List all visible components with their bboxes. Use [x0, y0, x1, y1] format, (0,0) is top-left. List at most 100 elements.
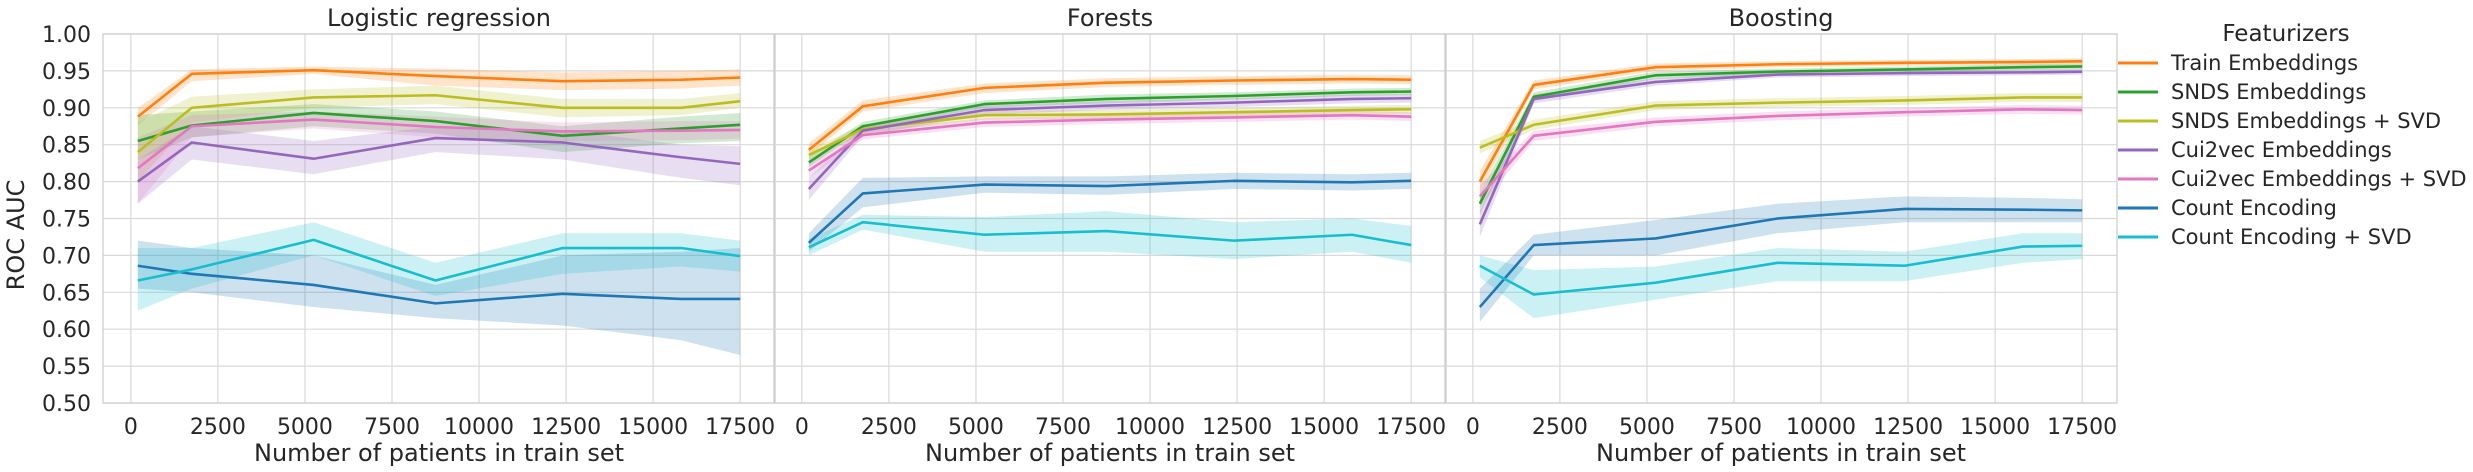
- y-tick-label: 0.55: [42, 355, 91, 380]
- x-axis-label: Number of patients in train set: [1596, 439, 1966, 467]
- x-tick-label: 10000: [1115, 415, 1185, 440]
- band-6: [137, 222, 741, 311]
- x-tick-label: 12500: [1202, 415, 1272, 440]
- series-line-5: [1478, 207, 2083, 308]
- panels: Logistic regression 0 2500 5000 7500 10000 125…: [42, 4, 2118, 467]
- band-2: [1479, 93, 2083, 154]
- panel-1: Forests 0 2500 5000 7500 10000 12500 15000 17500…: [773, 4, 1447, 467]
- y-tick-label: 0.90: [42, 97, 91, 122]
- y-tick-label: 0.85: [42, 134, 91, 159]
- series-line-0: [137, 68, 741, 118]
- y-tick-label: 0.60: [42, 318, 91, 343]
- y-tick-label: 0.70: [42, 244, 91, 269]
- series-line-1: [808, 90, 1412, 164]
- x-tick-label: 17500: [2047, 415, 2117, 440]
- x-tick-label: 0: [1466, 415, 1480, 440]
- x-tick-label: 15000: [618, 415, 688, 440]
- series-line-6: [808, 220, 1412, 249]
- series-line-5: [137, 264, 741, 305]
- series-line-2: [1479, 96, 2083, 149]
- series-line-2: [808, 107, 1412, 157]
- band-5: [137, 240, 741, 356]
- y-tick-label: 0.95: [42, 60, 91, 85]
- legend-entry-2: SNDS Embeddings + SVD: [2118, 109, 2441, 133]
- series-line-0: [1478, 60, 2083, 183]
- series-line-3: [807, 96, 1412, 190]
- x-tick-label: 10000: [444, 415, 514, 440]
- band-2: [137, 85, 741, 182]
- x-tick-label: 5000: [948, 415, 1004, 440]
- x-tick-label: 17500: [705, 415, 775, 440]
- series-line-2: [136, 93, 741, 154]
- y-axis-label: ROC AUC: [2, 180, 30, 291]
- y-tick-label: 0.75: [42, 208, 91, 233]
- series-line-4: [1478, 107, 2083, 198]
- y-tick-label: 0.50: [42, 392, 91, 417]
- x-tick-label: 2500: [861, 415, 917, 440]
- legend-entries: Train Embeddings SNDS Embeddings SNDS Embe…: [2118, 51, 2467, 249]
- x-tick-label: 7500: [1035, 415, 1091, 440]
- y-tick-label: 1.00: [42, 23, 91, 48]
- legend-label: Cui2vec Embeddings: [2171, 138, 2392, 162]
- band-5: [808, 172, 1412, 252]
- band-1: [1479, 63, 2083, 215]
- x-tick-label: 2500: [190, 415, 246, 440]
- confidence-bands: [808, 74, 1412, 263]
- legend-label: Train Embeddings: [2170, 51, 2358, 75]
- band-4: [808, 110, 1412, 178]
- x-tick-label: 2500: [1532, 415, 1588, 440]
- panel-0: Logistic regression 0 2500 5000 7500 10000 125…: [42, 4, 776, 467]
- x-tick-label: 15000: [1289, 415, 1359, 440]
- series-lines: [807, 77, 1412, 249]
- panel-title: Forests: [1067, 4, 1153, 32]
- legend-entry-5: Count Encoding: [2118, 196, 2337, 220]
- x-axis-label: Number of patients in train set: [925, 439, 1295, 467]
- legend: Featurizers Train Embeddings SNDS Embeddi…: [2118, 21, 2467, 249]
- y-tick-label: 0.65: [42, 281, 91, 306]
- panel-title: Logistic regression: [327, 4, 551, 32]
- x-tick-label: 0: [124, 415, 138, 440]
- legend-entry-0: Train Embeddings: [2118, 51, 2358, 75]
- legend-label: SNDS Embeddings + SVD: [2171, 109, 2441, 133]
- band-6: [1479, 233, 2083, 319]
- legend-label: SNDS Embeddings: [2171, 80, 2366, 104]
- x-axis-label: Number of patients in train set: [254, 439, 624, 467]
- series-lines: [136, 68, 741, 305]
- band-5: [1479, 196, 2083, 322]
- legend-entry-1: SNDS Embeddings: [2118, 80, 2366, 104]
- series-line-6: [137, 238, 741, 282]
- band-6: [808, 211, 1412, 263]
- axes-frame: [1444, 33, 2118, 404]
- panel-title: Boosting: [1729, 4, 1834, 32]
- x-tick-label: 12500: [1873, 415, 1943, 440]
- x-tick-label: 15000: [1960, 415, 2030, 440]
- x-tick-label: 0: [795, 415, 809, 440]
- series-line-1: [1478, 65, 2083, 205]
- series-line-3: [1478, 70, 2083, 225]
- series-lines: [1478, 60, 2083, 308]
- x-tick-label: 10000: [1786, 415, 1856, 440]
- series-line-4: [137, 118, 741, 170]
- x-tick-label: 12500: [531, 415, 601, 440]
- y-tick-label: 0.80: [42, 171, 91, 196]
- confidence-bands: [1479, 58, 2083, 322]
- series-line-4: [808, 113, 1412, 172]
- series-line-0: [808, 77, 1412, 151]
- legend-entry-3: Cui2vec Embeddings: [2118, 138, 2392, 162]
- band-0: [808, 74, 1412, 156]
- legend-label: Cui2vec Embeddings + SVD: [2171, 167, 2467, 191]
- legend-entry-6: Count Encoding + SVD: [2118, 225, 2412, 249]
- legend-label: Count Encoding + SVD: [2171, 225, 2412, 249]
- legend-label: Count Encoding: [2171, 196, 2337, 220]
- x-tick-label: 5000: [1619, 415, 1675, 440]
- x-tick-label: 17500: [1376, 415, 1446, 440]
- legend-title: Featurizers: [2222, 21, 2349, 47]
- panel-2: Boosting 0 2500 5000 7500 10000 12500 15000 1750…: [1444, 4, 2118, 467]
- confidence-bands: [137, 66, 741, 356]
- x-tick-label: 7500: [1706, 415, 1762, 440]
- series-line-3: [137, 136, 741, 183]
- x-tick-label: 7500: [364, 415, 420, 440]
- x-tick-label: 5000: [277, 415, 333, 440]
- series-line-5: [807, 179, 1412, 244]
